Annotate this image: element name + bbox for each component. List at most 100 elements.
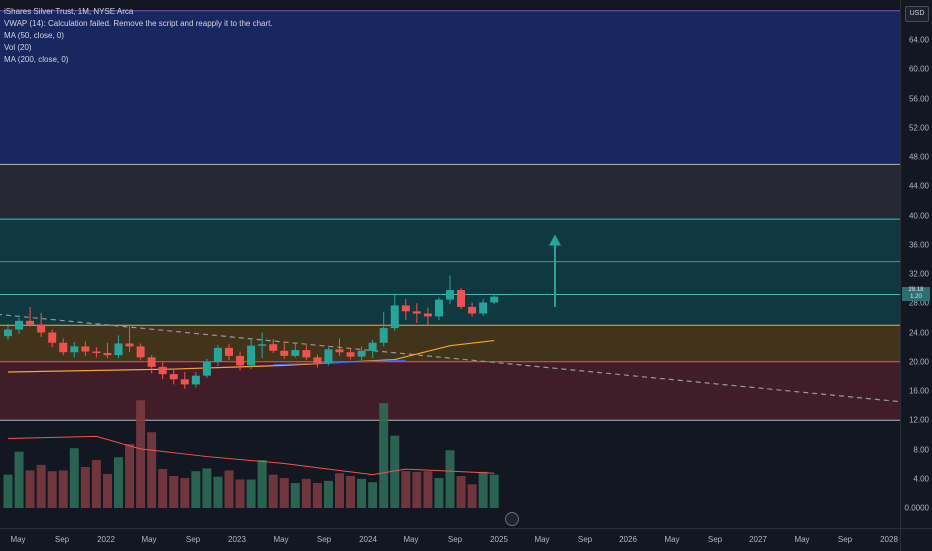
price-scale[interactable]: 64.00 60.00 56.00 52.00 48.00 44.00 40.00 36.00… [900,0,932,528]
candle-body [202,361,211,376]
volume-bar [412,471,422,508]
volume-bar [180,478,190,508]
time-tick: May [273,535,289,544]
candle-body [191,375,200,385]
candle-body [158,366,167,375]
candle-body [213,347,222,362]
volume-bar [379,403,389,508]
candle-body [280,350,289,356]
volume-bar [169,476,179,508]
price-tick: 16.00 [908,386,929,396]
volume-bar [191,471,201,508]
candle-body [468,306,477,314]
price-tick: 60.00 [908,64,929,74]
indicator-ma50[interactable]: MA (50, close, 0) [4,31,65,40]
currency-button[interactable]: USD [905,6,929,22]
zone-red [0,361,900,421]
volume-bar [235,479,245,508]
volume-bar [401,471,411,508]
volume-bar [14,451,24,508]
volume-bar [224,470,234,508]
candle-body [4,329,12,337]
indicator-vol[interactable]: Vol (20) [4,43,32,52]
candle-body [412,311,421,314]
volume-bar [202,468,212,508]
candle-body [313,357,322,364]
ma200-line [273,359,406,366]
price-tick: 44.00 [908,181,929,191]
price-tick: 36.00 [908,240,929,250]
candle-body [368,342,377,351]
time-tick: May [141,535,157,544]
price-tick: 52.00 [908,123,929,133]
time-tick: May [10,535,26,544]
candle-body [302,350,311,358]
price-tick: 56.00 [908,94,929,103]
indicator-ma200[interactable]: MA (200, close, 0) [4,55,69,64]
volume-bar [335,473,344,508]
time-tick: 2027 [749,535,767,544]
time-tick: Sep [185,535,201,544]
time-tick: Sep [577,535,593,544]
candle-body [247,345,256,366]
symbol-title[interactable]: iShares Silver Trust, 1M, NYSE Arca [4,7,134,16]
volume-bar [125,444,135,508]
tradingview-logo-icon[interactable] [505,512,519,526]
time-tick: 2024 [359,535,377,544]
time-tick: 2028 [880,535,898,544]
indicator-vwap[interactable]: VWAP (14): Calculation failed. Remove th… [4,19,273,28]
candle-body [147,357,156,367]
candle-body [136,346,145,358]
volume-bar [268,474,278,508]
price-tick: 24.00 [908,328,929,337]
chart-area[interactable]: iShares Silver Trust, 1M, NYSE Arca VWAP… [0,0,900,528]
volume-bar [368,482,378,508]
volume-bar [257,460,267,508]
price-tick: 8.00 [913,445,929,454]
candle-body [379,328,388,343]
chart-svg[interactable] [0,0,900,528]
price-tick: 40.00 [908,211,929,220]
volume-bar [3,474,13,508]
time-tick: May [794,535,810,544]
candle-body [103,352,112,356]
candle-body [48,332,57,343]
volume-bar [312,482,322,508]
price-tick: 32.00 [908,269,929,279]
zone-grey [0,164,900,220]
time-tick: Sep [316,535,332,544]
candle-body [446,290,454,300]
volume-bar [357,478,367,508]
time-tick: May [664,535,680,544]
time-tick: Sep [54,535,70,544]
candle-body [26,320,35,325]
scale-corner [900,528,932,551]
time-scale[interactable]: May Sep 2022 May Sep 2023 May Sep 2024 May Sep 2025… [0,528,900,551]
volume-bar [58,470,68,508]
volume-ma-line [7,435,495,476]
volume-bar [91,460,101,508]
time-tick: 2025 [490,535,508,544]
volume-bar [246,479,256,508]
volume-bar [114,457,123,508]
candle-body [70,346,79,353]
candle-body [457,290,466,307]
price-tick: 28.00 [908,298,929,308]
time-tick: May [534,535,550,544]
price-tick: 64.00 [908,35,929,45]
volume-bar [467,484,477,508]
candle-body [324,349,333,364]
volume-bar [346,476,356,508]
candle-body [37,324,46,333]
target-arrow-head [548,234,561,246]
zone-blue [0,10,900,165]
candle-body [15,320,24,330]
candle-body [225,347,233,356]
price-tick: 4.00 [913,474,929,484]
volume-bar [390,435,400,508]
candle-body [434,299,443,317]
candle-body [169,374,178,380]
volume-bar [158,469,168,508]
price-tick: 20.00 [908,357,929,367]
zone-teal [0,219,900,326]
